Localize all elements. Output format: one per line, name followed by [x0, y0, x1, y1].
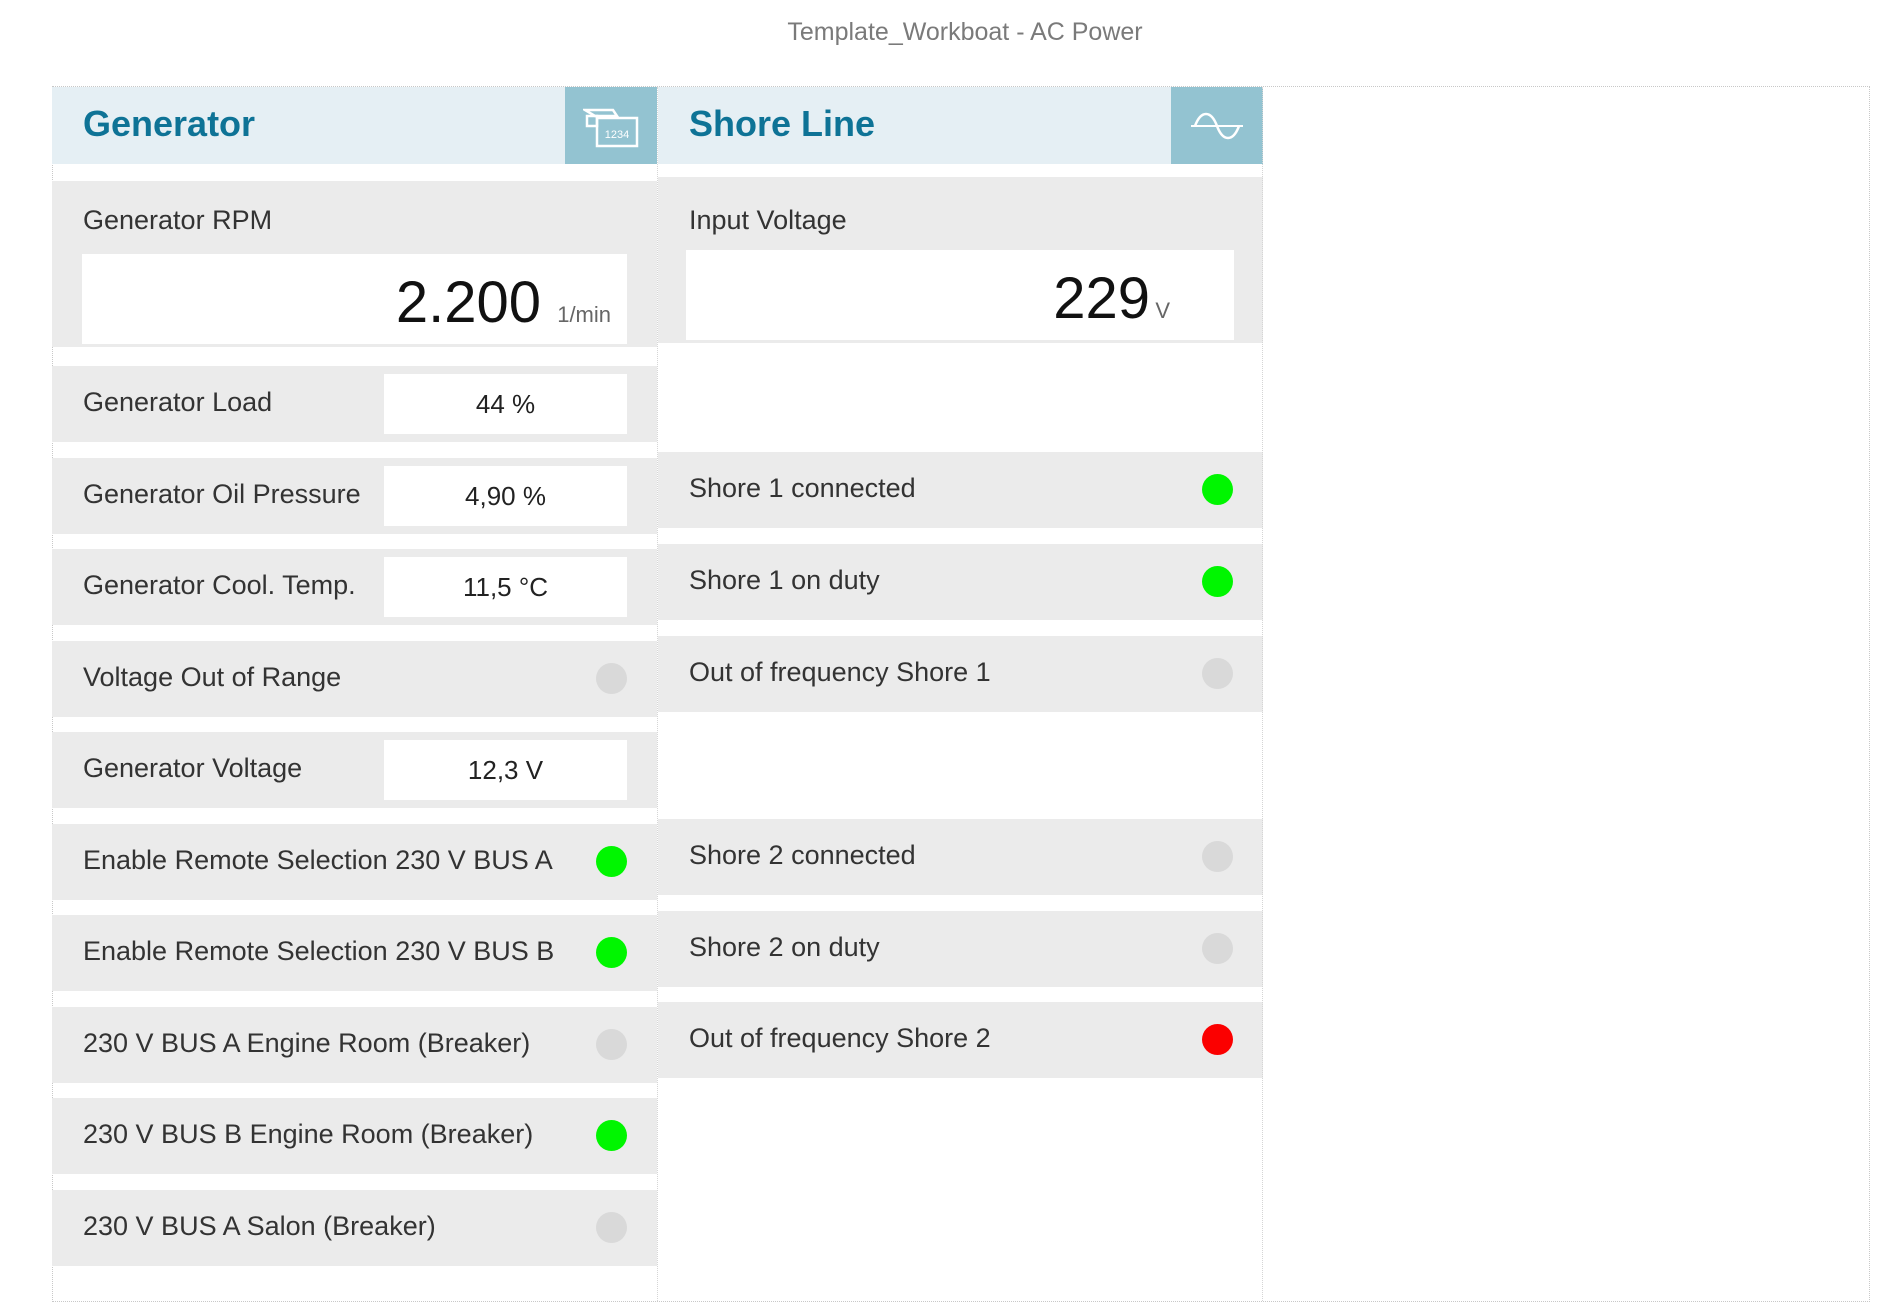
generator-icon-text: 1234 — [605, 129, 629, 141]
shore1-out-of-frequency-row: Out of frequency Shore 1 — [658, 636, 1263, 712]
shore2-out-of-frequency-row: Out of frequency Shore 2 — [658, 1002, 1263, 1078]
voltage-out-of-range-row: Voltage Out of Range — [52, 641, 657, 717]
shore1-out-of-frequency-label: Out of frequency Shore 1 — [689, 657, 991, 687]
generator-cool-temp-label: Generator Cool. Temp. — [83, 570, 356, 600]
input-voltage-value: 229 — [1053, 266, 1150, 331]
bus-b-engine-room-indicator — [596, 1120, 627, 1151]
shore2-on-duty-label: Shore 2 on duty — [689, 932, 880, 962]
generator-load-label: Generator Load — [83, 387, 273, 417]
enable-bus-a-indicator — [596, 846, 627, 877]
shore2-out-of-frequency-label: Out of frequency Shore 2 — [689, 1023, 991, 1053]
shore1-connected-indicator — [1202, 474, 1233, 505]
bus-b-engine-room-label: 230 V BUS B Engine Room (Breaker) — [83, 1119, 534, 1149]
generator-rpm-unit: 1/min — [557, 302, 611, 327]
generator-voltage-label: Generator Voltage — [83, 753, 303, 783]
shore2-connected-label: Shore 2 connected — [689, 840, 916, 870]
bus-a-engine-room-indicator — [596, 1029, 627, 1060]
shore1-on-duty-label: Shore 1 on duty — [689, 565, 880, 595]
shore2-connected-indicator — [1202, 841, 1233, 872]
enable-bus-b-label: Enable Remote Selection 230 V BUS B — [83, 936, 555, 966]
page-title: Template_Workboat - AC Power — [787, 18, 1143, 46]
generator-load-row: Generator Load 44 % — [52, 366, 657, 442]
generator-load-value: 44 % — [384, 374, 627, 434]
generator-voltage-row: Generator Voltage 12,3 V — [52, 732, 657, 808]
bus-a-engine-room-label: 230 V BUS A Engine Room (Breaker) — [83, 1028, 531, 1058]
shore2-on-duty-indicator — [1202, 933, 1233, 964]
shore1-out-of-frequency-indicator — [1202, 658, 1233, 689]
shore-line-header: Shore Line — [658, 87, 1263, 164]
generator-cool-temp-value: 11,5 °C — [384, 557, 627, 617]
bus-a-salon-row: 230 V BUS A Salon (Breaker) — [52, 1190, 657, 1266]
generator-oil-pressure-label: Generator Oil Pressure — [83, 479, 361, 509]
input-voltage-display: 229 V — [686, 250, 1234, 340]
shore2-connected-row: Shore 2 connected — [658, 819, 1263, 895]
bus-b-engine-room-row: 230 V BUS B Engine Room (Breaker) — [52, 1098, 657, 1174]
voltage-out-of-range-indicator — [596, 663, 627, 694]
enable-bus-a-label: Enable Remote Selection 230 V BUS A — [83, 845, 553, 875]
empty-panel — [1262, 87, 1869, 1301]
shore1-on-duty-indicator — [1202, 566, 1233, 597]
input-voltage-label: Input Voltage — [689, 205, 847, 235]
generator-oil-pressure-row: Generator Oil Pressure 4,90 % — [52, 458, 657, 534]
generator-panel: Generator 1234 Generator RPM 2.200 1/min… — [52, 87, 657, 1301]
generator-voltage-value: 12,3 V — [384, 740, 627, 800]
shore2-on-duty-row: Shore 2 on duty — [658, 911, 1263, 987]
voltage-out-of-range-label: Voltage Out of Range — [83, 662, 342, 692]
shore-line-panel: Shore Line Input Voltage 229 V Shore 1 c… — [657, 87, 1263, 1301]
generator-cool-temp-row: Generator Cool. Temp. 11,5 °C — [52, 549, 657, 625]
generator-display-icon[interactable]: 1234 — [565, 87, 657, 164]
bus-a-engine-room-row: 230 V BUS A Engine Room (Breaker) — [52, 1007, 657, 1083]
generator-rpm-row: Generator RPM 2.200 1/min — [52, 181, 657, 347]
generator-oil-pressure-value: 4,90 % — [384, 466, 627, 526]
input-voltage-row: Input Voltage 229 V — [658, 177, 1263, 343]
generator-header: Generator 1234 — [52, 87, 657, 164]
generator-title: Generator — [83, 103, 256, 144]
shore1-on-duty-row: Shore 1 on duty — [658, 544, 1263, 620]
bus-a-salon-indicator — [596, 1212, 627, 1243]
generator-rpm-display: 2.200 1/min — [82, 254, 627, 344]
input-voltage-unit: V — [1155, 298, 1170, 323]
shore1-connected-row: Shore 1 connected — [658, 452, 1263, 528]
bus-a-salon-label: 230 V BUS A Salon (Breaker) — [83, 1211, 436, 1241]
shore2-out-of-frequency-indicator — [1202, 1024, 1233, 1055]
shore-line-title: Shore Line — [689, 103, 876, 144]
generator-rpm-value: 2.200 — [395, 270, 541, 335]
enable-bus-b-row: Enable Remote Selection 230 V BUS B — [52, 915, 657, 991]
enable-bus-b-indicator — [596, 937, 627, 968]
shore1-connected-label: Shore 1 connected — [689, 473, 916, 503]
enable-bus-a-row: Enable Remote Selection 230 V BUS A — [52, 824, 657, 900]
sine-wave-icon[interactable] — [1171, 87, 1263, 164]
generator-rpm-label: Generator RPM — [83, 205, 273, 235]
